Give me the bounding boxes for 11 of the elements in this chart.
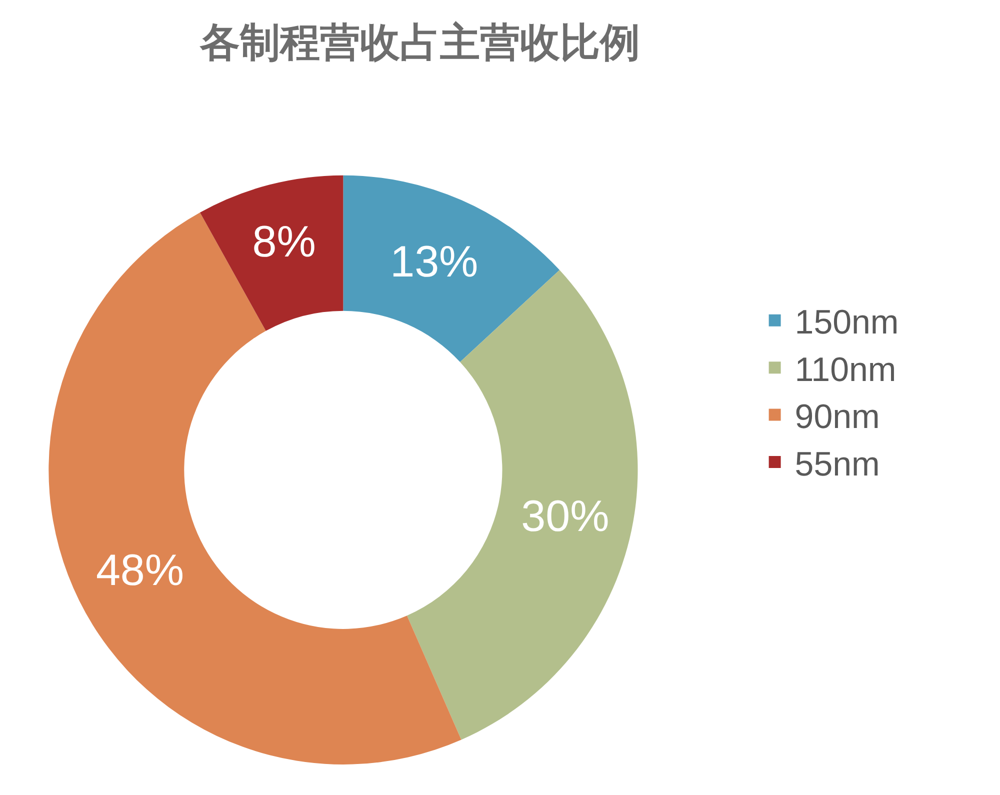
legend-label: 90nm xyxy=(794,398,880,436)
data-label: 13% xyxy=(390,238,478,287)
donut-slice xyxy=(343,175,560,362)
legend-label: 150nm xyxy=(794,304,899,342)
legend-label: 110nm xyxy=(794,350,896,389)
donut-slice xyxy=(200,175,344,331)
data-label: 8% xyxy=(252,218,316,267)
legend-label: 55nm xyxy=(794,445,880,484)
data-label: 30% xyxy=(521,492,610,541)
chart-title: 各制程营收占主营收比例 xyxy=(199,20,640,66)
data-label: 48% xyxy=(96,546,184,596)
